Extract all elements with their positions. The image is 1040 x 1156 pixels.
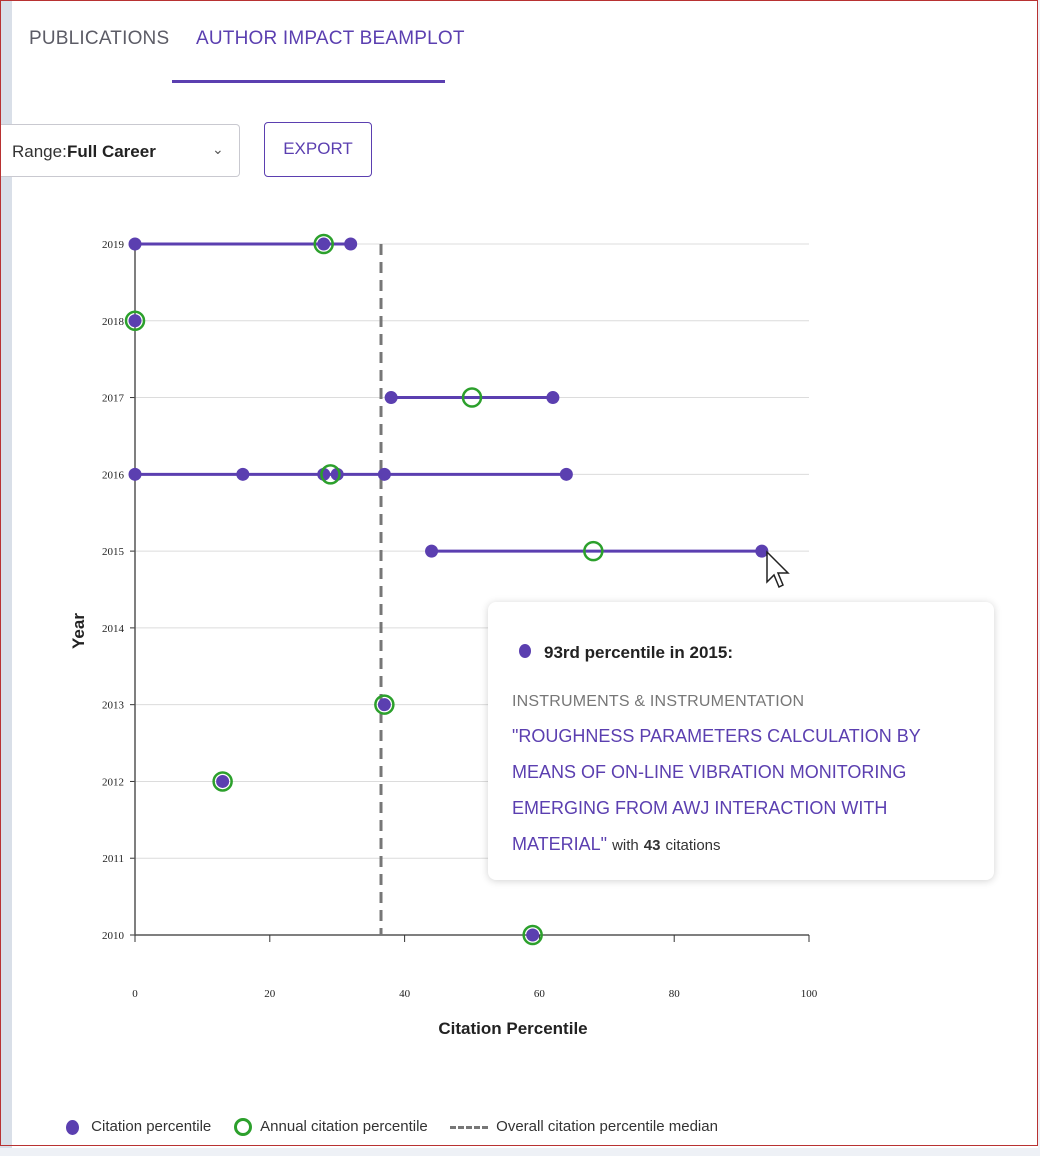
page-background-strip (0, 0, 12, 1148)
citation-point-2017-1 (546, 391, 560, 405)
citation-point-2017-0 (384, 391, 398, 405)
legend-annual-label: Annual citation percentile (260, 1118, 428, 1135)
tab-author-impact-beamplot[interactable]: AUTHOR IMPACT BEAMPLOT (196, 28, 465, 49)
tooltip-dot-icon (519, 644, 531, 658)
annual-percentile-ring-2017 (461, 387, 483, 408)
tooltip-heading: 93rd percentile in 2015: (544, 643, 733, 662)
tooltip-with: with (612, 837, 639, 854)
tooltip-body: "ROUGHNESS PARAMETERS CALCULATION BY MEA… (512, 718, 982, 864)
y-tick-label-2014: 2014 (102, 623, 125, 635)
legend-median: Overall citation percentile median (450, 1118, 718, 1135)
citation-point-2019-2 (344, 237, 358, 251)
content-panel (12, 0, 1038, 1148)
tooltip-paper-title[interactable]: "ROUGHNESS PARAMETERS CALCULATION BY MEA… (512, 726, 921, 854)
tooltip-citations-count: 43 (643, 837, 661, 854)
point-tooltip: 93rd percentile in 2015: INSTRUMENTS & I… (488, 602, 994, 880)
mouse-cursor-icon (766, 550, 790, 589)
citation-point-2018-0 (128, 314, 142, 328)
y-tick-label-2013: 2013 (102, 700, 125, 712)
y-tick-label-2018: 2018 (102, 316, 125, 328)
annual-percentile-ring-2018 (124, 310, 146, 332)
chevron-down-icon: ⌄ (212, 141, 224, 157)
x-tick-label-0: 0 (132, 988, 138, 1000)
beams (135, 242, 762, 553)
citation-point-2015-0 (425, 544, 439, 558)
x-tick-label-40: 40 (399, 988, 411, 1000)
citation-point-2016-3 (330, 467, 344, 481)
y-axis-title: Year (69, 613, 88, 649)
y-tick-label-2015: 2015 (102, 546, 125, 558)
range-value: Full Career (67, 142, 156, 161)
legend-dot-icon (66, 1119, 79, 1135)
y-tick-label-2011: 2011 (102, 853, 124, 865)
y-tick-label-2017: 2017 (102, 393, 125, 405)
x-tick-label-20: 20 (264, 988, 276, 1000)
citation-point-2019-0 (128, 237, 142, 251)
legend-citation-label: Citation percentile (91, 1118, 212, 1135)
legend-annual-citation-percentile: Annual citation percentile (234, 1118, 428, 1137)
y-tick-label-2016: 2016 (102, 469, 125, 481)
legend-citation-percentile: Citation percentile (66, 1118, 211, 1135)
axis-labels: Citation Percentile Year (69, 613, 588, 1038)
citation-point-2012-0 (216, 774, 230, 788)
legend-ring-icon (234, 1118, 252, 1137)
export-button[interactable]: EXPORT (264, 122, 372, 177)
tooltip-category: INSTRUMENTS & INSTRUMENTATION (512, 693, 805, 710)
legend-median-label: Overall citation percentile median (496, 1118, 718, 1135)
citation-point-2016-5 (559, 467, 573, 481)
legend-dash-icon (450, 1125, 488, 1129)
axes: 2010 2011 2012 2013 2014 2015 2016 2017 2018 2019… (102, 239, 818, 1000)
active-tab-indicator (172, 80, 445, 83)
annual-percentile-ring-2012 (212, 771, 233, 792)
citation-point-2010-0 (526, 928, 540, 942)
citation-point-2013-0 (377, 698, 391, 712)
tab-publications[interactable]: PUBLICATIONS (29, 28, 170, 49)
citation-point-2016-4 (377, 467, 391, 481)
annual-percentile-ring-2019 (313, 233, 334, 255)
citation-point-2019-1 (317, 237, 331, 251)
y-tick-label-2012: 2012 (102, 776, 124, 788)
citation-point-2015-1 (755, 544, 769, 558)
x-tick-label-100: 100 (801, 988, 818, 1000)
annual-percentile-ring-2010 (522, 924, 543, 946)
annual-percentile-ring-2015 (583, 540, 604, 562)
points (124, 233, 769, 946)
x-axis-title: Citation Percentile (438, 1019, 587, 1038)
x-tick-label-80: 80 (669, 988, 681, 1000)
annual-percentile-ring-2013 (374, 694, 395, 715)
range-select[interactable]: Range: Full Career ⌄ (0, 124, 240, 177)
citation-point-2016-2 (317, 467, 331, 481)
y-tick-label-2010: 2010 (102, 930, 125, 942)
tooltip-citations-label: citations (665, 837, 721, 854)
y-tick-label-2019: 2019 (102, 239, 125, 251)
citation-point-2016-0 (128, 467, 142, 481)
annual-percentile-ring-2016 (320, 464, 341, 485)
tab-bar: PUBLICATIONS AUTHOR IMPACT BEAMPLOT (12, 0, 1038, 86)
citation-point-2016-1 (236, 467, 250, 481)
x-tick-label-60: 60 (534, 988, 546, 1000)
range-label: Range: (12, 142, 67, 161)
